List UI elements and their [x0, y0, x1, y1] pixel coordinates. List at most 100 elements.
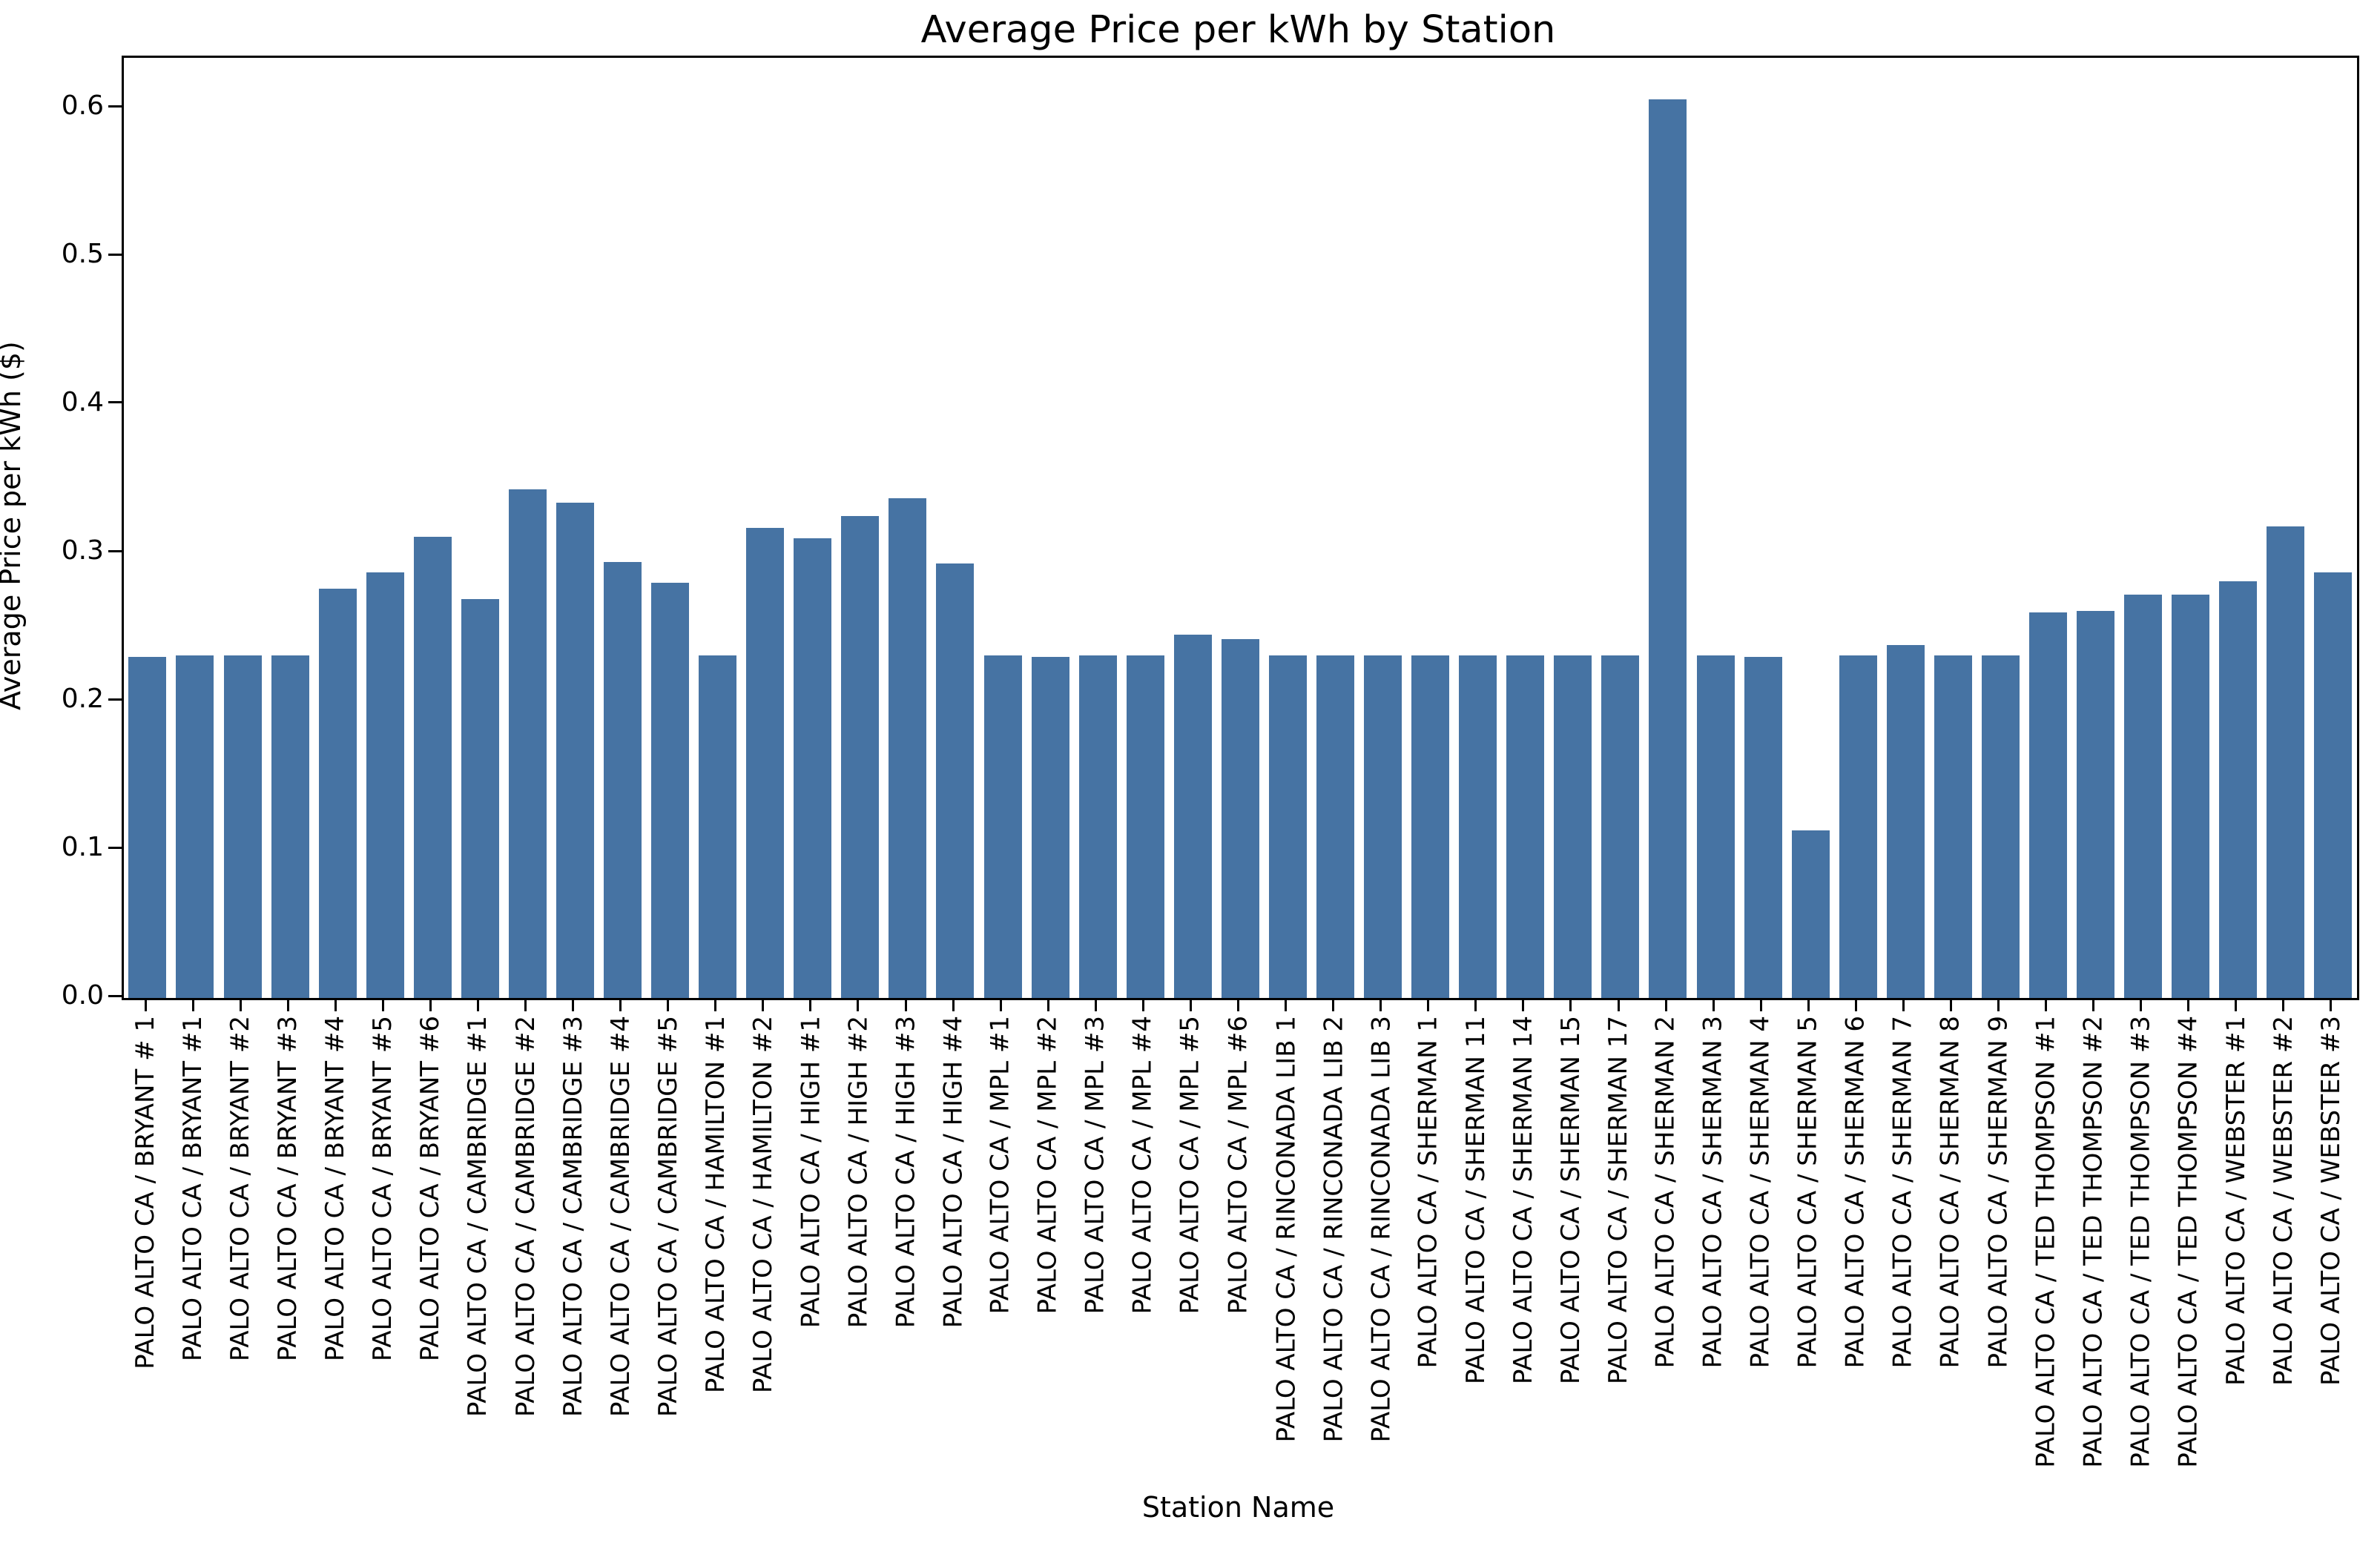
- x-tick: [1427, 998, 1429, 1011]
- x-tick-label: PALO ALTO CA / TED THOMPSON #1: [2031, 1016, 2061, 1468]
- x-tick-label: PALO ALTO CA / HIGH #1: [796, 1016, 825, 1329]
- x-tick: [240, 998, 242, 1011]
- bar: [271, 655, 309, 998]
- bar: [1316, 655, 1354, 998]
- bar: [2267, 526, 2304, 998]
- x-tick: [1807, 998, 1810, 1011]
- bar: [224, 655, 262, 998]
- bar: [889, 498, 926, 998]
- x-tick-label: PALO ALTO CA / BRYANT #4: [320, 1016, 350, 1362]
- bar: [366, 572, 404, 998]
- bar: [1127, 655, 1164, 998]
- y-tick: [108, 995, 122, 997]
- x-tick: [667, 998, 669, 1011]
- x-tick-label: PALO ALTO CA / SHERMAN 6: [1841, 1016, 1870, 1369]
- chart-title: Average Price per kWh by Station: [920, 8, 1556, 52]
- x-tick-label: PALO ALTO CA / BRYANT #2: [225, 1016, 255, 1362]
- bar: [1079, 655, 1117, 998]
- x-tick: [2187, 998, 2189, 1011]
- x-tick: [429, 998, 432, 1011]
- bar: [1554, 655, 1592, 998]
- x-tick-label: PALO ALTO CA / MPL #1: [986, 1016, 1015, 1315]
- x-tick: [1474, 998, 1477, 1011]
- bar: [1222, 639, 1259, 998]
- x-tick-label: PALO ALTO CA / RINCONADA LIB 2: [1319, 1016, 1348, 1443]
- bar: [1032, 657, 1069, 998]
- x-tick-label: PALO ALTO CA / WEBSTER #1: [2221, 1016, 2251, 1386]
- bar: [1982, 655, 2020, 998]
- bar: [1697, 655, 1735, 998]
- x-tick-label: PALO ALTO CA / BRYANT # 1: [131, 1016, 160, 1369]
- bar: [936, 563, 974, 998]
- y-tick: [108, 550, 122, 552]
- x-tick-label: PALO ALTO CA / SHERMAN 9: [1984, 1016, 2014, 1369]
- x-tick-label: PALO ALTO CA / HAMILTON #2: [748, 1016, 778, 1394]
- x-tick: [1190, 998, 1192, 1011]
- y-tick-label: 0.1: [61, 832, 104, 862]
- bar: [461, 599, 499, 998]
- x-tick-label: PALO ALTO CA / MPL #5: [1176, 1016, 1205, 1315]
- x-tick-label: PALO ALTO CA / SHERMAN 17: [1603, 1016, 1633, 1385]
- x-tick: [334, 998, 337, 1011]
- x-tick-label: PALO ALTO CA / RINCONADA LIB 3: [1366, 1016, 1396, 1443]
- x-tick: [2140, 998, 2142, 1011]
- y-tick-label: 0.3: [61, 535, 104, 566]
- x-tick: [572, 998, 574, 1011]
- x-tick: [1047, 998, 1049, 1011]
- x-tick-label: PALO ALTO CA / BRYANT #5: [368, 1016, 398, 1362]
- bar: [2172, 595, 2209, 998]
- y-tick-label: 0.6: [61, 90, 104, 121]
- bar: [1174, 635, 1212, 998]
- bar: [1934, 655, 1972, 998]
- x-tick-label: PALO ALTO CA / WEBSTER #3: [2316, 1016, 2346, 1386]
- x-tick: [762, 998, 764, 1011]
- x-tick-label: PALO ALTO CA / SHERMAN 15: [1556, 1016, 1586, 1385]
- bar: [1792, 830, 1830, 998]
- plot-area: [122, 56, 2359, 1000]
- x-tick-label: PALO ALTO CA / BRYANT #6: [415, 1016, 445, 1362]
- bar: [1601, 655, 1639, 998]
- y-tick: [108, 254, 122, 256]
- x-tick: [1237, 998, 1239, 1011]
- x-tick-label: PALO ALTO CA / MPL #2: [1033, 1016, 1063, 1315]
- x-tick: [1095, 998, 1097, 1011]
- bar: [1744, 657, 1782, 998]
- y-tick: [108, 847, 122, 849]
- x-tick-label: PALO ALTO CA / TED THOMPSON #2: [2079, 1016, 2109, 1468]
- x-tick: [2330, 998, 2332, 1011]
- x-tick: [1379, 998, 1382, 1011]
- x-tick-label: PALO ALTO CA / SHERMAN 14: [1509, 1016, 1538, 1385]
- x-tick-label: PALO ALTO CA / WEBSTER #2: [2269, 1016, 2298, 1386]
- x-tick-label: PALO ALTO CA / CAMBRIDGE #3: [558, 1016, 588, 1418]
- x-tick: [714, 998, 716, 1011]
- x-tick: [2092, 998, 2094, 1011]
- x-tick-label: PALO ALTO CA / BRYANT #1: [178, 1016, 208, 1362]
- x-tick-label: PALO ALTO CA / HIGH #4: [938, 1016, 968, 1329]
- x-tick: [1618, 998, 1620, 1011]
- x-tick: [905, 998, 907, 1011]
- x-tick-label: PALO ALTO CA / CAMBRIDGE #5: [653, 1016, 683, 1418]
- x-tick-label: PALO ALTO CA / HIGH #3: [891, 1016, 920, 1329]
- x-tick: [1760, 998, 1762, 1011]
- x-tick: [2045, 998, 2047, 1011]
- x-tick-label: PALO ALTO CA / SHERMAN 8: [1936, 1016, 1965, 1369]
- bar: [984, 655, 1022, 998]
- bar: [794, 538, 831, 998]
- x-tick: [1000, 998, 1002, 1011]
- x-tick: [382, 998, 384, 1011]
- bar: [604, 562, 642, 998]
- bar: [841, 516, 879, 998]
- x-axis-label: Station Name: [1141, 1491, 1335, 1524]
- bar: [746, 528, 784, 998]
- x-tick-label: PALO ALTO CA / SHERMAN 1: [1414, 1016, 1443, 1369]
- y-tick: [108, 698, 122, 701]
- bar: [2077, 611, 2114, 998]
- bar: [1269, 655, 1307, 998]
- x-tick: [1997, 998, 2000, 1011]
- x-tick-label: PALO ALTO CA / CAMBRIDGE #2: [511, 1016, 541, 1418]
- x-tick: [1142, 998, 1144, 1011]
- bar: [2124, 595, 2162, 998]
- x-tick: [1332, 998, 1334, 1011]
- x-tick-label: PALO ALTO CA / SHERMAN 3: [1698, 1016, 1728, 1369]
